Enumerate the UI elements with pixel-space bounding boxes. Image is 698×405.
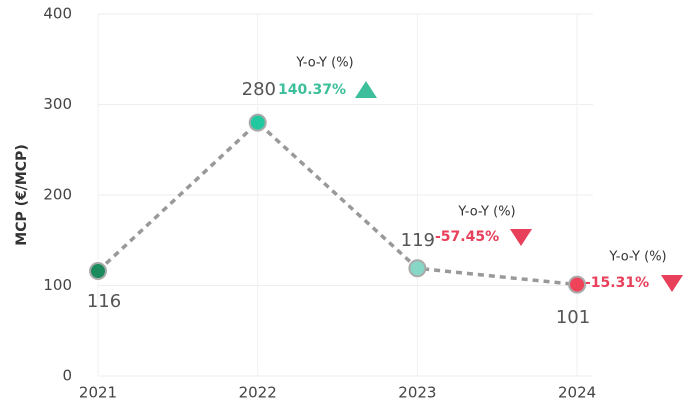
y-axis-label: MCP (€/MCP) xyxy=(14,144,30,245)
x-tick-label: 2023 xyxy=(398,384,436,402)
y-tick-label: 100 xyxy=(43,276,72,294)
point xyxy=(408,259,427,278)
x-tick-label: 2024 xyxy=(558,384,596,402)
value-label: 280 xyxy=(242,79,276,100)
y-tick-label: 300 xyxy=(43,95,72,113)
point xyxy=(248,113,267,132)
yoy-arrow xyxy=(510,229,532,246)
yoy-value: 140.37% xyxy=(278,82,346,98)
point xyxy=(89,262,107,281)
yoy-value: -57.45% xyxy=(435,229,499,245)
x-tick-label: 2022 xyxy=(239,384,277,402)
yoy-arrow xyxy=(661,275,683,292)
yoy-title: Y-o-Y (%) xyxy=(608,250,666,265)
x-tick-label: 2021 xyxy=(79,384,117,402)
value-label: 119 xyxy=(401,230,435,251)
y-tick-label: 400 xyxy=(43,5,72,23)
y-tick-label: 0 xyxy=(62,367,72,385)
yoy-arrow xyxy=(355,81,377,98)
value-label: 101 xyxy=(556,307,590,328)
yoy-title: Y-o-Y (%) xyxy=(457,205,515,220)
yoy-title: Y-o-Y (%) xyxy=(295,56,353,71)
value-label: 116 xyxy=(87,291,121,312)
y-tick-label: 200 xyxy=(43,186,72,204)
yoy-value: -15.31% xyxy=(585,275,649,291)
point xyxy=(568,275,587,294)
